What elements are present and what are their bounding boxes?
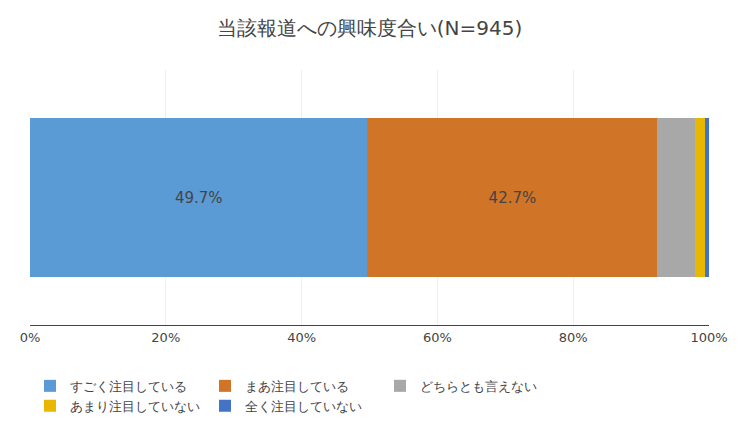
svg-text:当該報道への興味度合い(N=945): 当該報道への興味度合い(N=945)	[217, 16, 523, 40]
svg-text:すごく注目している: すごく注目している	[70, 379, 187, 394]
svg-text:全く注目していない: 全く注目していない	[245, 399, 362, 414]
svg-text:42.7%: 42.7%	[489, 189, 537, 207]
svg-text:0%: 0%	[20, 330, 41, 345]
svg-text:どちらとも言えない: どちらとも言えない	[420, 379, 537, 394]
svg-text:49.7%: 49.7%	[175, 189, 223, 207]
svg-text:80%: 80%	[559, 330, 588, 345]
svg-text:60%: 60%	[423, 330, 452, 345]
svg-text:100%: 100%	[690, 330, 727, 345]
svg-text:20%: 20%	[151, 330, 180, 345]
svg-text:あまり注目していない: あまり注目していない	[70, 399, 200, 414]
svg-text:40%: 40%	[287, 330, 316, 345]
svg-text:まあ注目している: まあ注目している	[245, 379, 349, 394]
